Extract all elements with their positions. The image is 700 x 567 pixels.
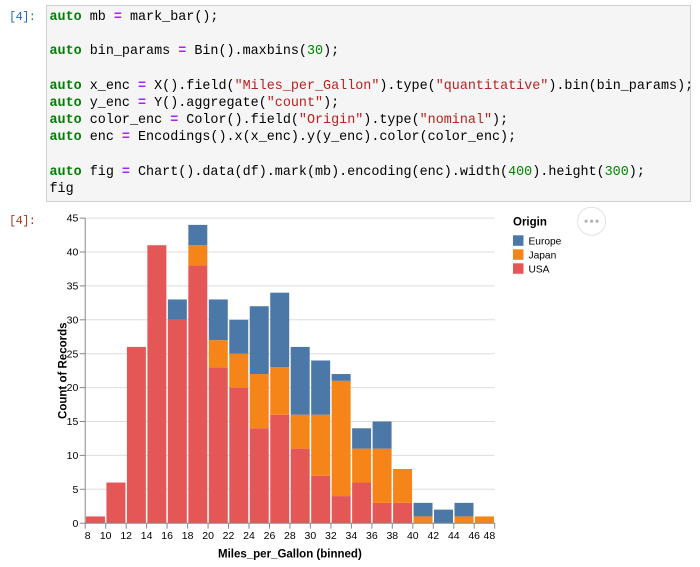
svg-text:44: 44 (448, 530, 460, 542)
svg-text:Miles_per_Gallon (binned): Miles_per_Gallon (binned) (218, 548, 362, 560)
svg-text:46: 46 (468, 530, 480, 542)
svg-text:48: 48 (484, 530, 496, 542)
svg-text:16: 16 (161, 530, 173, 542)
svg-text:20: 20 (202, 530, 214, 542)
svg-text:25: 25 (67, 348, 79, 360)
svg-text:14: 14 (141, 530, 153, 542)
svg-text:Europe: Europe (529, 236, 562, 247)
svg-text:28: 28 (284, 530, 296, 542)
svg-text:40: 40 (67, 247, 79, 259)
svg-text:34: 34 (346, 530, 358, 542)
svg-text:40: 40 (407, 530, 419, 542)
svg-text:Count of Records: Count of Records (58, 322, 70, 418)
svg-text:20: 20 (67, 382, 79, 394)
svg-text:5: 5 (72, 484, 78, 496)
svg-text:12: 12 (120, 530, 132, 542)
svg-text:Origin: Origin (513, 217, 547, 229)
svg-text:26: 26 (264, 530, 276, 542)
svg-text:8: 8 (85, 530, 91, 542)
svg-text:32: 32 (325, 530, 337, 542)
svg-text:10: 10 (67, 450, 79, 462)
svg-text:38: 38 (386, 530, 398, 542)
svg-text:18: 18 (182, 530, 194, 542)
svg-text:36: 36 (366, 530, 378, 542)
svg-text:Japan: Japan (529, 250, 557, 261)
svg-text:30: 30 (67, 314, 79, 326)
svg-text:24: 24 (243, 530, 255, 542)
svg-text:10: 10 (100, 530, 112, 542)
svg-text:22: 22 (223, 530, 235, 542)
svg-text:0: 0 (72, 518, 78, 530)
svg-text:USA: USA (529, 264, 550, 275)
svg-text:35: 35 (67, 281, 79, 293)
svg-text:15: 15 (67, 416, 79, 428)
svg-text:30: 30 (305, 530, 317, 542)
svg-text:45: 45 (67, 213, 79, 225)
svg-text:42: 42 (427, 530, 439, 542)
